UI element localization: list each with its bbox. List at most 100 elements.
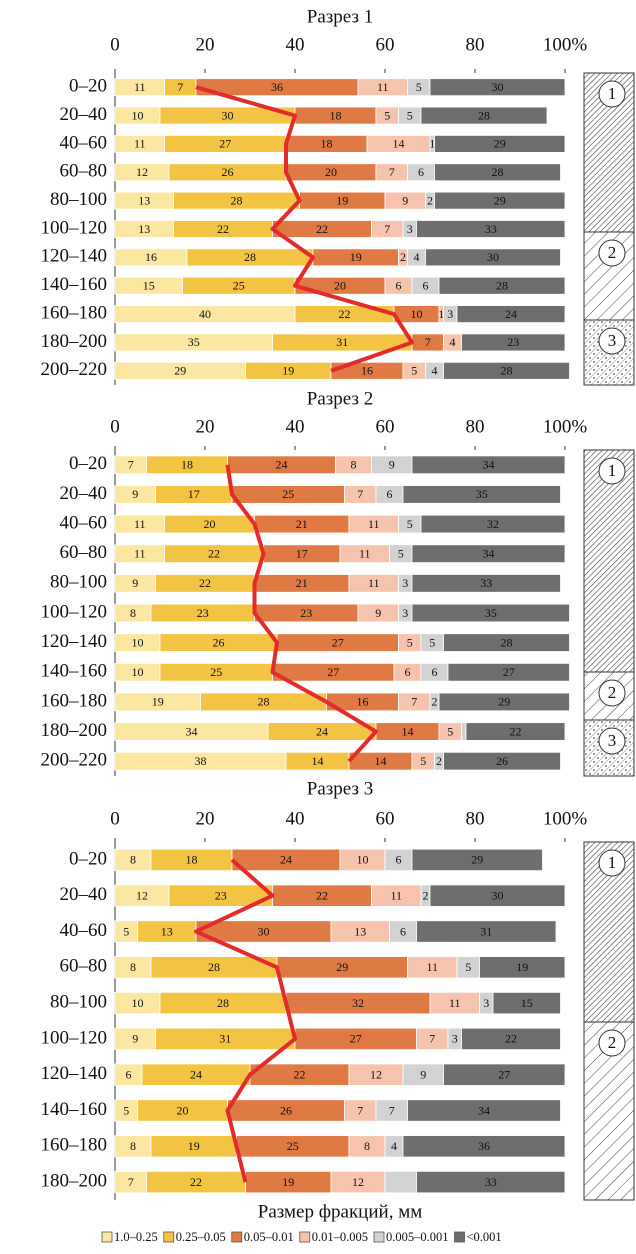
data-label: 9 xyxy=(375,606,381,620)
y-tick-label: 100–120 xyxy=(41,217,108,238)
data-label: 5 xyxy=(123,924,129,938)
layer-label: 2 xyxy=(608,243,617,262)
data-label: 35 xyxy=(476,487,488,501)
y-tick-label: 40–60 xyxy=(60,512,108,533)
data-label: 11 xyxy=(134,137,146,151)
data-label: 5 xyxy=(407,635,413,649)
data-label: 27 xyxy=(219,137,231,151)
data-label: 34 xyxy=(483,546,495,560)
y-tick-label: 140–160 xyxy=(41,661,108,682)
data-label: 25 xyxy=(287,1139,299,1153)
data-label: 12 xyxy=(136,165,148,179)
data-label: 34 xyxy=(483,458,495,472)
data-label: 7 xyxy=(177,80,183,94)
y-tick-label: 0–20 xyxy=(69,848,107,869)
data-label: 4 xyxy=(414,250,420,264)
data-label: 32 xyxy=(352,996,364,1010)
x-tick-label: 0 xyxy=(110,808,120,829)
data-label: 24 xyxy=(280,853,292,867)
data-label: 12 xyxy=(370,1067,382,1081)
legend-title: Размер фракций, мм xyxy=(258,1201,422,1222)
bar-segment xyxy=(462,723,467,741)
data-label: 28 xyxy=(478,108,490,122)
data-label: 38 xyxy=(195,754,207,768)
data-label: 16 xyxy=(145,250,157,264)
data-label: 25 xyxy=(233,278,245,292)
data-label: 6 xyxy=(387,487,393,501)
data-label: 11 xyxy=(134,546,146,560)
data-label: 31 xyxy=(480,924,492,938)
data-label: 11 xyxy=(426,960,438,974)
data-label: 22 xyxy=(510,724,522,738)
data-label: 6 xyxy=(432,665,438,679)
data-label: 36 xyxy=(478,1139,490,1153)
data-label: 31 xyxy=(336,335,348,349)
data-label: 3 xyxy=(407,222,413,236)
data-label: 11 xyxy=(368,576,380,590)
data-label: 12 xyxy=(352,1175,364,1189)
legend-label: 0.25–0.05 xyxy=(176,1230,226,1244)
data-label: 5 xyxy=(429,635,435,649)
data-label: 7 xyxy=(411,695,417,709)
data-label: 28 xyxy=(231,193,243,207)
legend-swatch xyxy=(374,1232,384,1242)
data-label: 2 xyxy=(423,888,429,902)
data-label: 22 xyxy=(217,222,229,236)
data-label: 40 xyxy=(199,307,211,321)
data-label: 28 xyxy=(217,996,229,1010)
data-label: 29 xyxy=(494,193,506,207)
legend-label: 0.01–0.005 xyxy=(312,1230,368,1244)
data-label: 19 xyxy=(282,1175,294,1189)
x-tick-label: 100% xyxy=(543,34,588,55)
y-tick-label: 20–40 xyxy=(60,884,108,905)
y-tick-label: 20–40 xyxy=(60,104,108,125)
data-label: 9 xyxy=(389,458,395,472)
data-label: 2 xyxy=(432,695,438,709)
data-label: 9 xyxy=(132,576,138,590)
legend-label: <0.001 xyxy=(467,1230,502,1244)
data-label: 35 xyxy=(188,335,200,349)
chart-title: Разрез 2 xyxy=(307,388,373,409)
data-label: 13 xyxy=(138,193,150,207)
data-label: 27 xyxy=(327,665,339,679)
legend-label: 1.0–0.25 xyxy=(114,1230,158,1244)
data-label: 33 xyxy=(485,222,497,236)
data-label: 20 xyxy=(325,165,337,179)
y-tick-label: 60–80 xyxy=(60,956,108,977)
data-label: 35 xyxy=(485,606,497,620)
legend-swatch xyxy=(164,1232,174,1242)
data-label: 19 xyxy=(336,193,348,207)
y-tick-label: 40–60 xyxy=(60,920,108,941)
x-tick-label: 0 xyxy=(110,416,120,437)
data-label: 10 xyxy=(132,635,144,649)
layer-label: 1 xyxy=(608,84,617,103)
data-label: 4 xyxy=(391,1139,397,1153)
data-label: 5 xyxy=(420,754,426,768)
data-label: 7 xyxy=(357,487,363,501)
x-tick-label: 40 xyxy=(286,808,305,829)
data-label: 14 xyxy=(402,724,414,738)
data-label: 3 xyxy=(452,1032,458,1046)
data-label: 31 xyxy=(219,1032,231,1046)
data-label: 6 xyxy=(423,278,429,292)
data-label: 10 xyxy=(132,996,144,1010)
y-tick-label: 60–80 xyxy=(60,542,108,563)
data-label: 29 xyxy=(498,695,510,709)
data-label: 2 xyxy=(427,193,433,207)
data-label: 3 xyxy=(483,996,489,1010)
data-label: 28 xyxy=(244,250,256,264)
data-label: 6 xyxy=(405,665,411,679)
data-label: 23 xyxy=(507,335,519,349)
legend-label: 0.005–0.001 xyxy=(386,1230,449,1244)
x-tick-label: 20 xyxy=(196,34,215,55)
data-label: 9 xyxy=(132,1032,138,1046)
data-label: 11 xyxy=(390,888,402,902)
data-label: 7 xyxy=(389,1103,395,1117)
y-tick-label: 120–140 xyxy=(41,246,108,267)
data-label: 24 xyxy=(190,1067,202,1081)
data-label: 36 xyxy=(271,80,283,94)
cumulative-line xyxy=(196,860,295,1182)
data-label: 13 xyxy=(354,924,366,938)
layer-label: 2 xyxy=(608,1033,617,1052)
layer-label: 3 xyxy=(608,331,617,350)
